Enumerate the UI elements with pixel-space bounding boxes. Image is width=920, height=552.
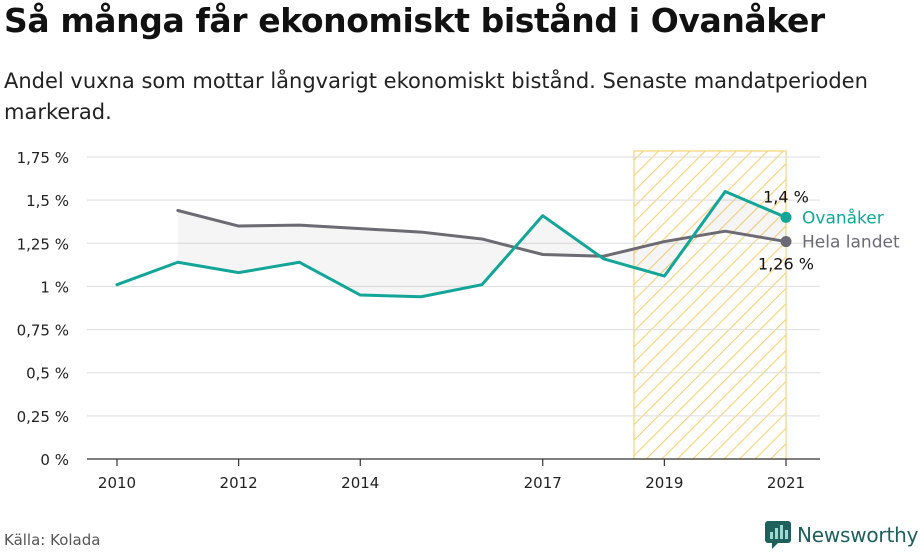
y-tick-label: 0,75 % xyxy=(17,322,69,340)
highlight-period xyxy=(633,150,787,460)
value-label-ovanaker: 1,4 % xyxy=(763,187,809,206)
x-tick-label: 2014 xyxy=(341,474,379,492)
legend-label-ovanaker: Ovanåker xyxy=(802,207,884,228)
y-tick-label: 0,5 % xyxy=(26,365,69,383)
chart-title: Så många får ekonomiskt bistånd i Ovanåk… xyxy=(4,1,825,40)
chart-subtitle: Andel vuxna som mottar långvarigt ekonom… xyxy=(4,69,868,124)
end-point-ovanaker xyxy=(780,211,792,223)
y-tick-label: 1,25 % xyxy=(17,235,69,253)
newsworthy-logo-icon xyxy=(765,521,791,549)
y-tick-label: 0 % xyxy=(40,451,69,469)
y-tick-label: 1 % xyxy=(40,278,69,296)
y-tick-label: 1,5 % xyxy=(26,192,69,210)
x-tick-label: 2017 xyxy=(524,474,562,492)
y-tick-label: 0,25 % xyxy=(17,408,69,426)
source-note: Källa: Kolada xyxy=(4,531,101,549)
end-point-hela-landet xyxy=(780,236,792,248)
x-tick-label: 2019 xyxy=(645,474,683,492)
brand-name: Newsworthy xyxy=(797,523,919,547)
x-tick-label: 2012 xyxy=(220,474,258,492)
difference-area xyxy=(177,191,786,297)
series-line-ovanaker xyxy=(115,190,788,299)
brand-logo[interactable]: Newsworthy xyxy=(765,521,918,549)
value-label-hela-landet: 1,26 % xyxy=(758,255,814,274)
series-line-hela-landet xyxy=(176,208,788,258)
x-tick-label: 2010 xyxy=(98,474,136,492)
x-tick-label: 2021 xyxy=(767,474,805,492)
y-tick-label: 1,75 % xyxy=(17,149,69,167)
legend-label-hela-landet: Hela landet xyxy=(802,233,900,253)
